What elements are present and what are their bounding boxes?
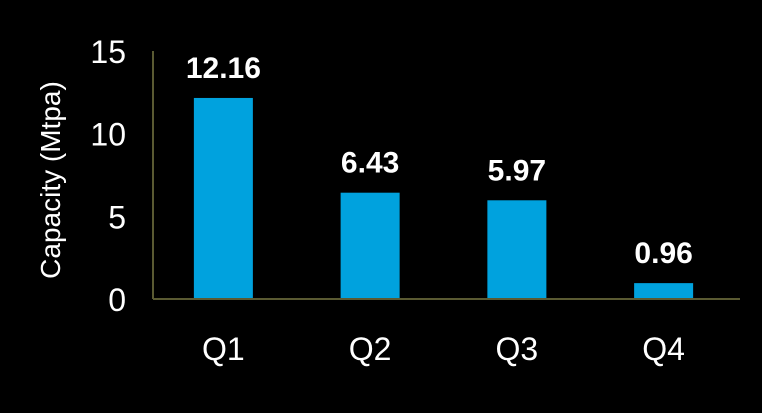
x-tick-label: Q4 [642,331,685,367]
y-axis-ticks: 0 5 10 15 [90,34,126,318]
data-label: 5.97 [488,154,546,187]
y-tick-label: 15 [90,34,126,70]
value-labels-group: 12.16 6.43 5.97 0.96 [186,52,693,270]
x-axis-labels: Q1 Q2 Q3 Q4 [202,331,685,367]
y-tick-label: 5 [108,199,126,235]
bar-q4 [634,283,694,299]
data-label: 6.43 [341,147,399,180]
y-tick-label: 10 [90,117,126,153]
data-label: 0.96 [634,237,692,270]
y-tick-label: 0 [108,282,126,318]
y-axis-title: Capacity (Mtpa) [35,81,66,279]
x-tick-label: Q1 [202,331,245,367]
x-tick-label: Q2 [349,331,392,367]
bar-q3 [487,200,547,299]
x-tick-label: Q3 [496,331,539,367]
bar-q2 [340,192,400,299]
data-label: 12.16 [186,52,261,85]
bars-group [193,97,694,299]
bar-q1 [193,97,253,299]
